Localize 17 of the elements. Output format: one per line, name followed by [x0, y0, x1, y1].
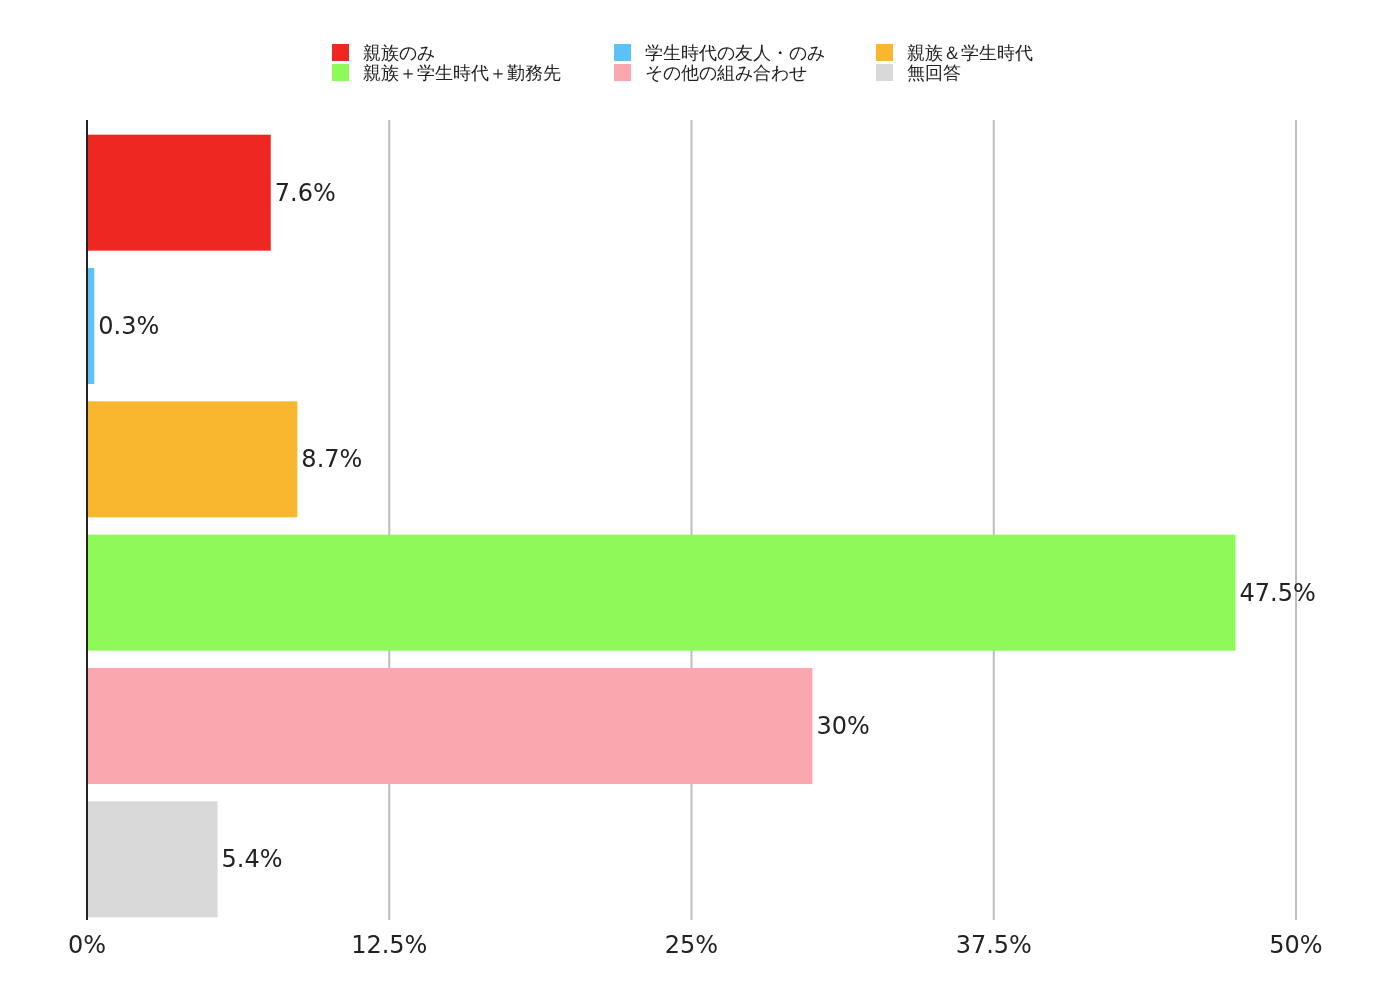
data-label: 7.6% — [274, 178, 336, 207]
legend-label: 親族のみ — [363, 42, 435, 63]
legend-label: 親族＆学生時代 — [907, 42, 1033, 63]
data-label: 5.4% — [221, 845, 283, 874]
xtick: 50% — [1269, 931, 1323, 959]
data-label: 30% — [816, 712, 870, 740]
legend-label: 親族＋学生時代＋勤務先 — [363, 62, 561, 83]
legend-label: その他の組み合わせ — [645, 62, 807, 83]
xtick: 25% — [664, 931, 719, 959]
data-label: 8.7% — [301, 445, 363, 474]
legend-label: 学生時代の友人・のみ — [645, 42, 825, 63]
data-label: 47.5% — [1239, 578, 1316, 607]
xtick: 0% — [67, 931, 107, 959]
xtick: 37.5% — [955, 931, 1032, 959]
data-label: 0.3% — [98, 312, 160, 340]
xtick: 12.5% — [351, 931, 428, 959]
legend-label: 無回答 — [907, 62, 961, 83]
